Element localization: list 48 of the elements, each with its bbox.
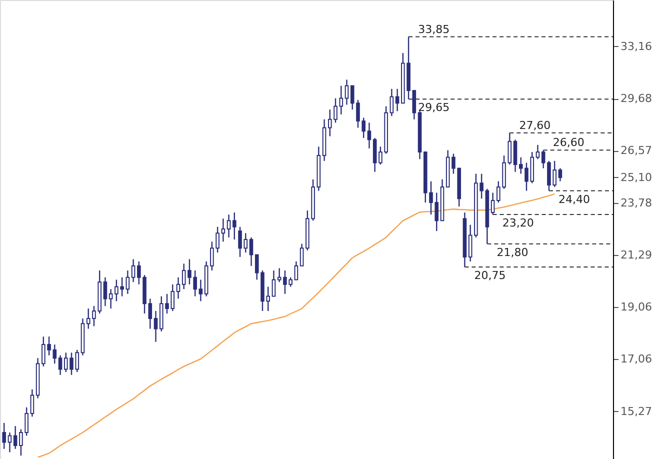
candlestick bbox=[390, 88, 394, 117]
candlestick bbox=[226, 214, 231, 238]
candlestick bbox=[131, 258, 136, 283]
y-tick-label: 21,29 bbox=[620, 248, 652, 262]
candlestick bbox=[513, 139, 518, 173]
candlestick bbox=[154, 310, 158, 342]
line-series bbox=[37, 193, 556, 458]
candlestick bbox=[395, 88, 400, 112]
y-tick-label: 26,57 bbox=[620, 144, 652, 158]
candlestick bbox=[108, 288, 113, 310]
ref-line-label: 23,20 bbox=[502, 216, 534, 230]
candlestick bbox=[8, 432, 12, 453]
candlestick bbox=[103, 276, 108, 307]
y-tick-label: 33,16 bbox=[620, 40, 652, 53]
candlestick bbox=[372, 137, 377, 173]
y-tick-label: 29,68 bbox=[620, 92, 652, 106]
y-tick-label: 25,10 bbox=[620, 170, 652, 184]
ref-line-label: 24,40 bbox=[558, 192, 590, 206]
candlestick bbox=[176, 276, 180, 300]
y-tick-label: 19,06 bbox=[620, 300, 652, 314]
ref-line-label: 26,60 bbox=[552, 136, 584, 150]
y-tick-label: 17,06 bbox=[620, 352, 652, 366]
candlestick bbox=[468, 224, 472, 262]
candlestick bbox=[13, 425, 18, 450]
candlestick bbox=[490, 192, 495, 216]
candlestick bbox=[536, 144, 540, 160]
y-tick-label: 23,78 bbox=[620, 196, 652, 210]
candlestick bbox=[52, 344, 57, 364]
candlestick bbox=[221, 218, 226, 242]
ref-line-label: 20,75 bbox=[474, 269, 506, 282]
ref-line-label: 27,60 bbox=[519, 118, 551, 132]
candlestick bbox=[198, 279, 203, 302]
candlestick bbox=[367, 122, 372, 150]
candlestick bbox=[300, 243, 304, 267]
candlestick bbox=[58, 354, 62, 376]
candlestick bbox=[272, 270, 276, 297]
ref-line-label: 21,80 bbox=[496, 246, 528, 259]
y-tick-label: 15,27 bbox=[620, 404, 652, 418]
ref-line-label: 29,65 bbox=[418, 101, 450, 114]
candlestick bbox=[232, 212, 236, 240]
candlestick bbox=[126, 270, 130, 294]
ref-line-label: 33,85 bbox=[418, 22, 450, 36]
candlestick bbox=[294, 260, 298, 280]
candlestick bbox=[558, 168, 562, 182]
candlestick bbox=[344, 79, 349, 106]
candlestick bbox=[30, 388, 34, 418]
candlestick bbox=[249, 236, 254, 267]
candlestick bbox=[2, 422, 6, 450]
